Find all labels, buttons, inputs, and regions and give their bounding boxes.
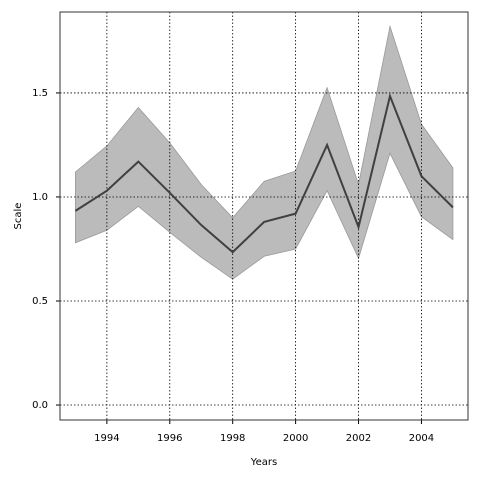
line (74, 92, 454, 254)
y-tick-label: 0.5 (32, 296, 48, 307)
x-tick-label: 1994 (94, 433, 119, 444)
x-tick-label: 2004 (409, 433, 434, 444)
x-tick-label: 2000 (283, 433, 308, 444)
x-tick-label: 1998 (220, 433, 245, 444)
x-tick-label: 2002 (346, 433, 371, 444)
x-tick-label: 1996 (157, 433, 182, 444)
y-axis-label: Scale (13, 203, 24, 230)
y-tick-label: 0.0 (32, 400, 48, 411)
plot-frame (59, 11, 469, 421)
y-tick-label: 1.0 (32, 192, 48, 203)
y-tick-label: 1.5 (32, 88, 48, 99)
x-axis-label: Years (250, 457, 277, 468)
